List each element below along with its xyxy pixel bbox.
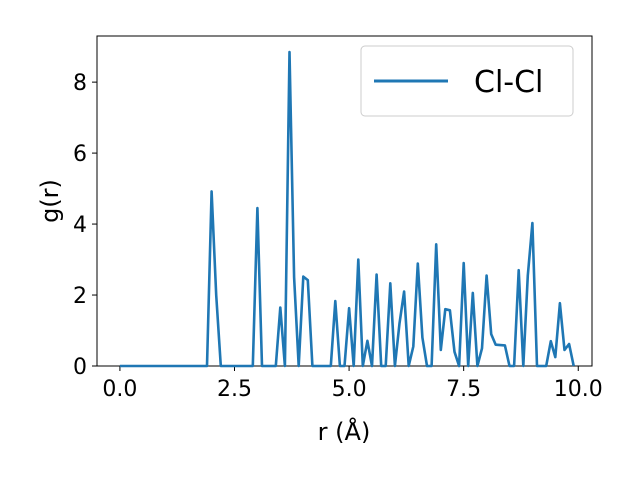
y-tick-label: 6 bbox=[73, 142, 87, 167]
y-tick-label: 8 bbox=[73, 71, 87, 96]
x-axis-label: r (Å) bbox=[318, 417, 371, 446]
y-axis-ticks: 0 2 4 6 8 bbox=[73, 71, 97, 380]
y-tick-label: 0 bbox=[73, 355, 87, 380]
series-line-cl-cl bbox=[119, 50, 575, 368]
x-axis-ticks: 0.0 2.5 5.0 7.5 10.0 bbox=[102, 366, 603, 402]
x-tick-label: 0.0 bbox=[102, 377, 137, 402]
x-tick-label: 2.5 bbox=[217, 377, 252, 402]
legend: Cl-Cl bbox=[360, 45, 574, 117]
y-tick-label: 4 bbox=[73, 213, 87, 238]
x-tick-label: 10.0 bbox=[554, 377, 603, 402]
y-tick-label: 2 bbox=[73, 284, 87, 309]
legend-label-cl-cl: Cl-Cl bbox=[474, 65, 543, 100]
y-axis-label: g(r) bbox=[36, 179, 64, 223]
x-tick-label: 5.0 bbox=[332, 377, 367, 402]
x-tick-label: 7.5 bbox=[446, 377, 481, 402]
legend-box bbox=[360, 45, 574, 117]
